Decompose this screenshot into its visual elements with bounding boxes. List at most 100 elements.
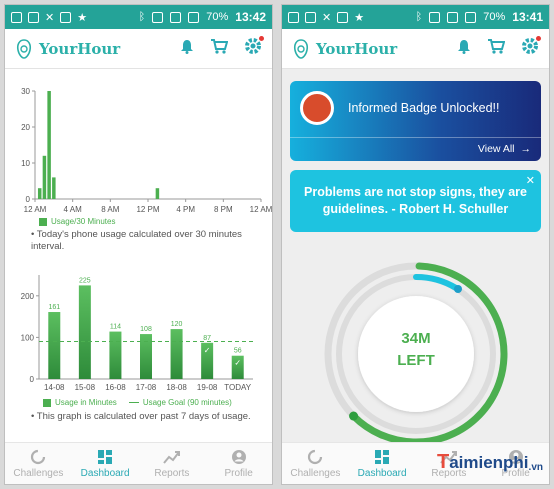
hourly-bar	[155, 188, 160, 199]
settings-gear-icon[interactable]	[244, 35, 265, 60]
legend-swatch-bars	[43, 398, 51, 407]
inner-ring-progress	[413, 273, 459, 291]
hourly-legend-label: Usage/30 Minutes	[51, 217, 116, 226]
settings-gear-icon[interactable]	[521, 35, 542, 60]
challenges-ring-icon	[31, 449, 46, 464]
x-tick-label: TODAY	[224, 383, 251, 392]
signal-icon	[465, 11, 477, 23]
x-tick-label: 17-08	[136, 383, 157, 392]
nav-label: Dashboard	[80, 467, 130, 479]
bar-value-label: 225	[79, 277, 91, 284]
x-tick-label: 16-08	[105, 383, 126, 392]
nav-dashboard[interactable]: Dashboard	[349, 443, 416, 484]
hourly-bar	[37, 188, 42, 199]
bar-value-label: 56	[234, 348, 242, 355]
x-tick-label: 4 AM	[64, 205, 83, 214]
ring-progress	[324, 262, 508, 446]
watermark-t: T	[436, 451, 450, 473]
dashboard-grid-icon	[375, 449, 390, 464]
quote-text: Problems are not stop signs, they are gu…	[304, 185, 527, 216]
quote-card: ✕ Problems are not stop signs, they are …	[290, 170, 541, 232]
nav-challenges[interactable]: Challenges	[5, 443, 72, 484]
nav-challenges[interactable]: Challenges	[282, 443, 349, 484]
close-notification-icon: ✕	[45, 11, 55, 24]
bell-icon[interactable]	[180, 39, 194, 59]
y-tick-label: 10	[21, 159, 30, 168]
weekly-bar	[201, 342, 214, 379]
app-name: YourHour	[316, 39, 398, 58]
nav-label: Challenges	[13, 467, 64, 479]
hourly-bar	[52, 177, 56, 199]
weekly-legend-goal: Usage Goal (90 minutes)	[142, 398, 232, 407]
ring-center-disc	[358, 296, 474, 412]
arrow-right-icon: →	[520, 143, 532, 155]
weekly-usage-chart: 200 100 0 161 14-08 225 15-08 114 16-08 108 17-08 1…	[21, 275, 253, 392]
watermark-text: aimienphi	[449, 452, 529, 472]
x-tick-label: 4 PM	[176, 205, 195, 214]
bar-value-label: 161	[48, 304, 60, 311]
image-icon	[305, 11, 316, 23]
star-icon: ★	[77, 11, 88, 24]
bluetooth-icon: ᛒ	[415, 11, 423, 23]
time-left-progress-ring	[324, 262, 508, 446]
x-tick-label: 19-08	[197, 383, 218, 392]
hand-logo-icon	[16, 38, 32, 59]
bell-icon[interactable]	[457, 39, 471, 59]
x-tick-label: 15-08	[75, 383, 96, 392]
x-tick-label: 12 AM	[250, 205, 273, 214]
weekly-bar	[48, 312, 61, 379]
close-notification-icon: ✕	[322, 11, 332, 24]
left-phone-screen: ✕ ★ ᛒ 70% 13:42 YourHour 30 20 10 0 12 AM 4 A…	[4, 4, 273, 485]
weekly-legend: Usage in Minutes Usage Goal (90 minutes)	[43, 398, 232, 407]
nav-profile[interactable]: Profile	[482, 443, 549, 484]
watermark-suffix: .vn	[528, 461, 543, 473]
weekly-bar	[78, 285, 91, 379]
inner-ring-end-dot	[454, 285, 462, 293]
app-bar: YourHour	[282, 29, 549, 69]
badge-unlocked-card[interactable]: Informed Badge Unlocked!! View All →	[290, 81, 541, 161]
bottom-nav: Challenges Dashboard Reports Profile	[282, 442, 549, 484]
app-icon	[60, 11, 72, 23]
y-tick-label: 20	[21, 123, 30, 132]
nav-dashboard[interactable]: Dashboard	[72, 443, 139, 484]
home-content: Informed Badge Unlocked!! View All → ✕ P…	[282, 69, 549, 446]
hand-logo-icon	[293, 38, 309, 59]
wifi-icon	[170, 11, 182, 23]
nav-label: Dashboard	[357, 467, 407, 479]
view-all-link[interactable]: View All →	[478, 143, 531, 155]
cart-icon[interactable]	[210, 38, 229, 59]
time-left-value: 34M	[401, 330, 431, 347]
app-bar: YourHour	[5, 29, 272, 69]
close-icon[interactable]: ✕	[525, 175, 535, 187]
image-icon	[28, 11, 39, 23]
legend-swatch-goal	[128, 402, 139, 403]
dashboard-grid-icon	[98, 449, 113, 464]
x-tick-label: 8 AM	[101, 205, 120, 214]
nav-reports[interactable]: Reports	[139, 443, 206, 484]
card-divider	[290, 137, 541, 138]
time-left-label: LEFT	[397, 352, 435, 369]
reports-trend-icon	[163, 450, 180, 464]
challenges-ring-icon	[308, 449, 323, 464]
weekly-note: • This graph is calculated over past 7 d…	[31, 411, 251, 422]
bar-value-label: 108	[140, 326, 152, 333]
cart-icon[interactable]	[487, 38, 506, 59]
app-name: YourHour	[39, 39, 121, 58]
hourly-bar	[47, 91, 51, 199]
weekly-bar	[231, 355, 244, 379]
nav-reports[interactable]: Reports	[416, 443, 483, 484]
nav-label: Profile	[224, 467, 253, 479]
nav-profile[interactable]: Profile	[205, 443, 272, 484]
notification-icon	[11, 11, 22, 23]
weekly-bar	[140, 334, 152, 379]
y-tick-label: 0	[26, 195, 31, 204]
view-all-label: View All	[477, 143, 515, 155]
legend-swatch	[39, 217, 47, 226]
goal-met-check-icon: ✓	[204, 346, 211, 355]
status-bar: ✕ ★ ᛒ 70% 13:41	[282, 5, 549, 29]
weekly-legend-bars: Usage in Minutes	[55, 398, 117, 407]
nav-label: Reports	[431, 467, 467, 479]
battery-percent: 70%	[206, 11, 229, 23]
hourly-bar	[42, 155, 47, 199]
